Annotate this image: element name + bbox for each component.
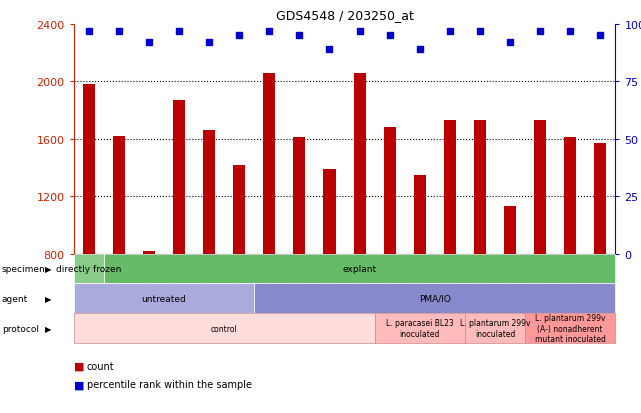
Text: ▶: ▶ xyxy=(45,294,51,303)
Text: agent: agent xyxy=(2,294,28,303)
Bar xyxy=(203,131,215,368)
Text: ■: ■ xyxy=(74,361,84,371)
Text: untreated: untreated xyxy=(142,294,187,303)
Bar xyxy=(413,175,426,368)
Title: GDS4548 / 203250_at: GDS4548 / 203250_at xyxy=(276,9,413,22)
Text: L. plantarum 299v
inoculated: L. plantarum 299v inoculated xyxy=(460,319,530,338)
Bar xyxy=(233,165,246,368)
Text: count: count xyxy=(87,361,114,371)
Text: ▶: ▶ xyxy=(45,264,51,273)
Bar xyxy=(354,74,365,368)
Bar xyxy=(324,169,335,368)
Bar xyxy=(113,137,125,368)
Bar xyxy=(504,207,516,368)
Bar xyxy=(534,121,546,368)
Bar xyxy=(173,101,185,368)
Bar xyxy=(143,251,155,368)
Text: PMA/IO: PMA/IO xyxy=(419,294,451,303)
Bar xyxy=(384,128,395,368)
Text: L. plantarum 299v
(A-) nonadherent
mutant inoculated: L. plantarum 299v (A-) nonadherent mutan… xyxy=(535,313,606,343)
Text: directly frozen: directly frozen xyxy=(56,264,121,273)
Bar xyxy=(474,121,486,368)
Text: ■: ■ xyxy=(74,380,84,389)
Bar xyxy=(294,138,305,368)
Text: ▶: ▶ xyxy=(45,324,51,333)
Text: L. paracasei BL23
inoculated: L. paracasei BL23 inoculated xyxy=(386,319,454,338)
Text: percentile rank within the sample: percentile rank within the sample xyxy=(87,380,251,389)
Bar xyxy=(594,144,606,368)
Bar xyxy=(564,138,576,368)
Bar xyxy=(444,121,456,368)
Bar xyxy=(83,85,95,368)
Text: protocol: protocol xyxy=(2,324,39,333)
Text: explant: explant xyxy=(342,264,377,273)
Text: control: control xyxy=(211,324,238,333)
Bar xyxy=(263,74,276,368)
Text: specimen: specimen xyxy=(2,264,46,273)
